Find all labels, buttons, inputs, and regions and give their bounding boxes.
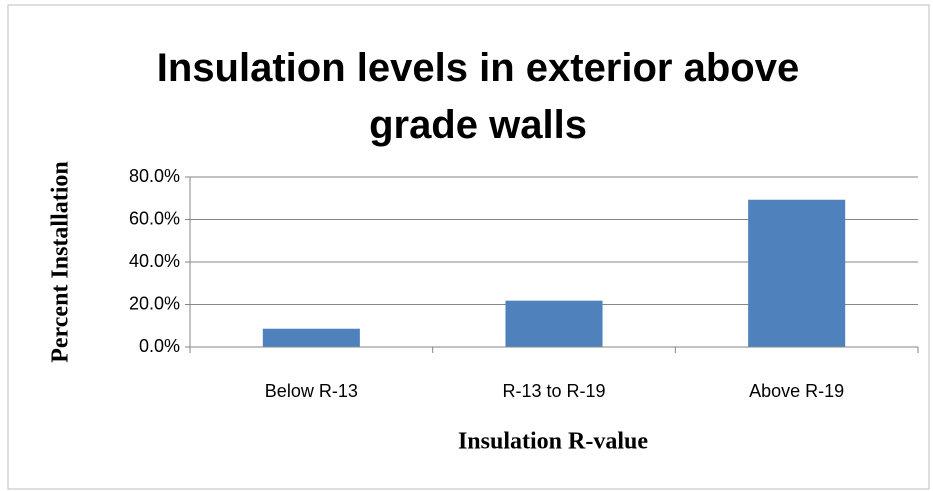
x-tick-label: Above R-19 [749, 381, 844, 401]
y-tick-label: 0.0% [139, 336, 180, 356]
x-axis-title: Insulation R-value [458, 429, 648, 455]
chart-border [7, 4, 930, 490]
y-tick-label: 80.0% [129, 166, 180, 186]
bar [505, 300, 603, 347]
chart-title: Insulation levels in exterior above grad… [156, 46, 800, 147]
y-axis-title: Percent Installation [48, 161, 74, 363]
bar [748, 199, 846, 347]
y-tick-label: 60.0% [129, 208, 180, 228]
x-tick-label: Below R-13 [265, 381, 358, 401]
x-tick-label: R-13 to R-19 [502, 381, 605, 401]
y-tick-label: 20.0% [129, 293, 180, 313]
y-tick-label: 40.0% [129, 251, 180, 271]
bar [262, 328, 360, 347]
